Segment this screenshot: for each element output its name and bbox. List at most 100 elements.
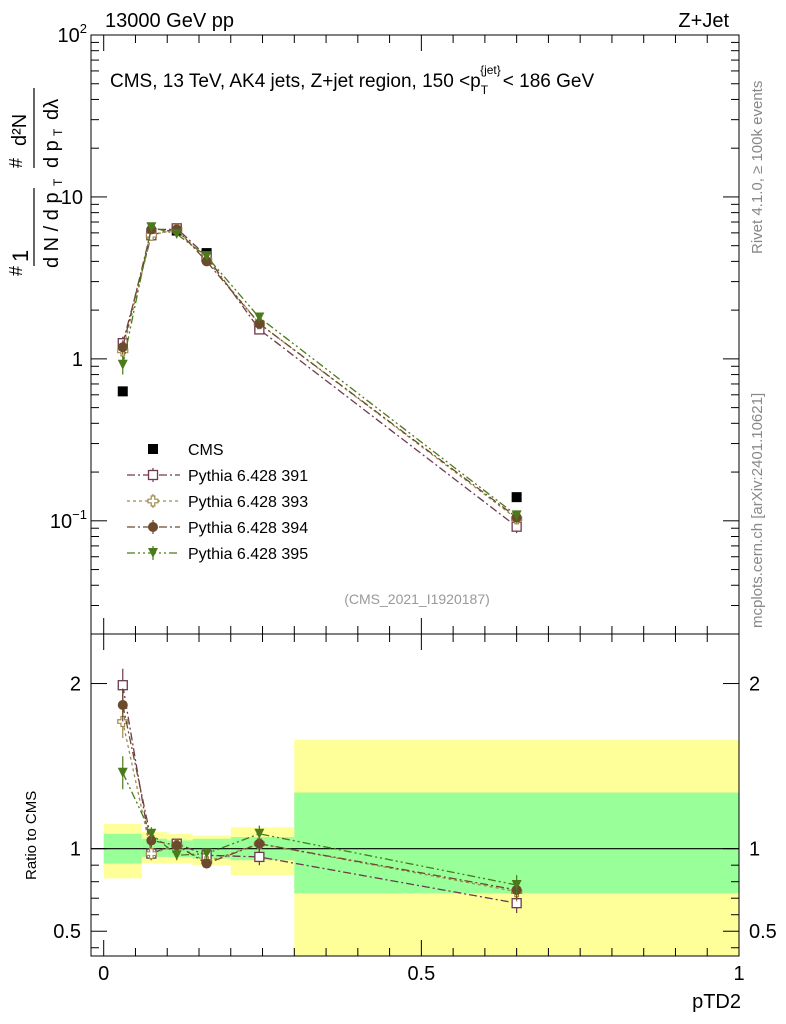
point-p395: [117, 359, 128, 370]
x-tick-label: 0: [98, 963, 109, 985]
series-p395: [117, 222, 522, 521]
legend-label-p394: Pythia 6.428 394: [188, 520, 308, 537]
legend-marker-cms: [148, 444, 158, 454]
analysis-watermark: (CMS_2021_I1920187): [344, 591, 490, 607]
y-tick-base: 10: [50, 511, 72, 533]
ratio-point-p395: [146, 828, 157, 839]
y-tick-label-ratio: 0.5: [53, 921, 81, 943]
legend-marker-p393: [147, 495, 159, 507]
ratio-point-p395: [254, 828, 265, 839]
legend-item-p395: Pythia 6.428 395: [127, 546, 308, 563]
ylabel-hash-1: #: [6, 266, 26, 276]
ratio-point-p395: [171, 850, 182, 861]
header-left: 13000 GeV pp: [105, 10, 234, 32]
ylabel-dlambda: dλ: [41, 99, 63, 120]
ylabel-d2N: d²N: [9, 114, 31, 146]
legend-label-p393: Pythia 6.428 393: [188, 494, 308, 511]
ratio-series-p395: [117, 756, 522, 895]
main-title-sub: T: [481, 83, 489, 97]
ylabel-dpT: d p: [41, 140, 63, 168]
y-tick-exp: 2: [80, 21, 87, 36]
series-cms: [117, 225, 522, 503]
ylabel-dN: d N / d p: [41, 192, 63, 268]
ratio-point-p393: [145, 848, 157, 860]
legend-marker-p391: [147, 469, 159, 481]
ratio-frame: [90, 633, 740, 957]
point-p394: [201, 256, 212, 267]
y-tick-label-ratio-right: 1: [749, 839, 760, 861]
ratio-point-p395: [511, 879, 522, 890]
ratio-point-p394: [117, 700, 128, 711]
ratio-bands: [91, 739, 739, 956]
ratio-line-p391: [122, 685, 517, 904]
main-title-sup: {jet}: [480, 63, 501, 77]
ratio-line-p394: [122, 704, 517, 891]
ylabel-T-2: T: [51, 128, 65, 136]
point-p394: [254, 318, 265, 329]
point-p395: [146, 222, 157, 233]
series-line-p395: [122, 226, 518, 516]
legend: CMS Pythia 6.428 391 Pythia 6.428 393 Pythi…: [127, 442, 308, 563]
ylabel-hash-2: #: [6, 158, 26, 168]
rivet-label: Rivet 4.1.0, ≥ 100k events: [749, 81, 766, 254]
legend-item-cms: CMS: [148, 442, 224, 459]
ylabel-one: 1: [8, 250, 33, 262]
ratio-xlabel: pTD2: [692, 991, 741, 1013]
header-right: Z+Jet: [678, 10, 729, 32]
ylabel-T-1: T: [51, 178, 65, 186]
main-plot-area: [117, 222, 523, 534]
ratio-axes: 0.5 0.51 12 20 0.5 1: [53, 634, 777, 985]
ratio-point-p391: [117, 680, 128, 691]
y-tick-base: 10: [58, 25, 80, 47]
y-tick-label-main: 10−1: [50, 507, 87, 533]
legend-marker-p394: [148, 522, 158, 532]
ratio-point-p394: [171, 840, 182, 851]
main-title-text: CMS, 13 TeV, AK4 jets, Z+jet region, 150…: [110, 71, 481, 92]
series-line-p391: [122, 227, 518, 528]
point-cms: [511, 492, 522, 503]
y-tick-label-main: 102: [58, 21, 87, 47]
series-p393: [117, 223, 523, 525]
legend-item-p391: Pythia 6.428 391: [127, 468, 308, 485]
point-p395: [171, 229, 182, 240]
ratio-point-p395: [117, 767, 128, 778]
y-tick-label-ratio: 1: [70, 839, 81, 861]
y-tick-label-ratio-right: 2: [749, 674, 760, 696]
legend-item-p394: Pythia 6.428 394: [127, 520, 308, 537]
legend-label-p391: Pythia 6.428 391: [188, 468, 308, 485]
x-tick-label: 0.5: [407, 963, 435, 985]
ratio-point-p395: [201, 848, 212, 859]
series-line-p394: [122, 228, 518, 518]
mcplots-label: mcplots.cern.ch [arXiv:2401.10621]: [749, 393, 766, 628]
legend-label-p395: Pythia 6.428 395: [188, 546, 308, 563]
ratio-ylabel: Ratio to CMS: [23, 791, 40, 880]
y-tick-base: 1: [72, 349, 83, 371]
point-p395: [201, 251, 212, 262]
main-title: CMS, 13 TeV, AK4 jets, Z+jet region, 150…: [110, 63, 594, 97]
point-p394: [117, 342, 128, 353]
x-tick-label: 1: [733, 963, 744, 985]
point-p395: [511, 510, 522, 521]
legend-item-p393: Pythia 6.428 393: [127, 494, 308, 511]
point-cms: [117, 386, 128, 397]
ratio-point-p394: [254, 838, 265, 849]
y-tick-label-main: 1: [72, 349, 83, 371]
main-frame: [90, 34, 740, 635]
ratio-plot-area: [117, 668, 523, 914]
ratio-point-p394: [201, 858, 212, 869]
legend-label-cms: CMS: [188, 442, 224, 459]
point-p395: [254, 312, 265, 323]
y-tick-label-ratio-right: 0.5: [749, 921, 777, 943]
legend-marker-p395: [148, 548, 158, 558]
series-p391: [117, 223, 522, 534]
main-ylabel: # 1 d N / d p T # d²N d p T dλ: [6, 88, 65, 276]
ratio-point-p391: [254, 851, 265, 863]
y-tick-exp: −1: [72, 507, 87, 522]
y-tick-base: 10: [61, 187, 83, 209]
series-line-p393: [122, 228, 518, 520]
series-p394: [117, 224, 522, 523]
y-tick-label-ratio: 2: [70, 674, 81, 696]
main-title-end: < 186 GeV: [503, 71, 595, 92]
y-tick-label-main: 10: [61, 187, 83, 209]
